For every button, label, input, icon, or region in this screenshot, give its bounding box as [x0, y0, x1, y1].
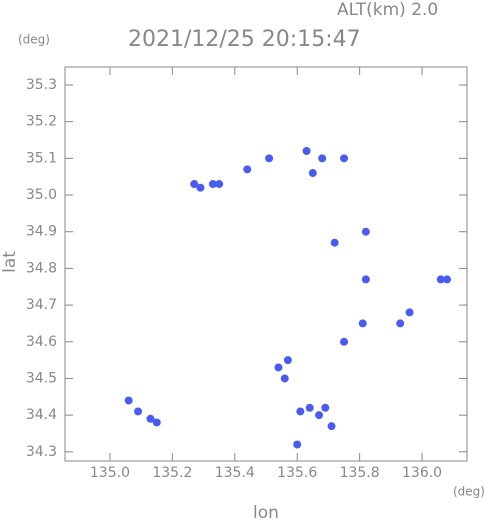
y-tick-label: 34.6 [26, 334, 57, 350]
echo-point [280, 374, 289, 383]
y-tick-label: 34.8 [26, 260, 57, 276]
x-tick-label: 135.2 [152, 465, 192, 481]
echo-point [265, 154, 274, 163]
echo-point [208, 180, 217, 189]
echo-point [305, 403, 314, 412]
plot-frame [64, 66, 468, 462]
echo-point [405, 308, 414, 317]
chart-title: 2021/12/25 20:15:47 [128, 27, 361, 52]
y-tick-label: 35.0 [26, 187, 57, 203]
echo-point [146, 414, 155, 423]
y-tick-label: 35.2 [26, 114, 57, 130]
echo-point [215, 180, 224, 189]
altitude-label: ALT(km) 2.0 [337, 0, 438, 20]
echo-point [308, 169, 317, 178]
echo-point [321, 403, 330, 412]
y-tick-label: 34.9 [26, 224, 57, 240]
y-tick-label: 34.3 [26, 444, 57, 460]
echo-point [293, 440, 302, 449]
echo-point [396, 319, 405, 328]
echo-point [358, 319, 367, 328]
echo-point [340, 154, 349, 163]
y-tick-label: 35.1 [26, 150, 57, 166]
x-tick-label: 135.0 [90, 465, 130, 481]
echo-point [283, 356, 292, 365]
echo-point [330, 238, 339, 247]
y-unit: (deg) [18, 33, 50, 47]
y-tick-label: 35.3 [26, 77, 57, 93]
x-tick-label: 135.8 [340, 465, 380, 481]
y-tick-label: 34.4 [26, 407, 57, 423]
echo-point [274, 363, 283, 372]
x-tick-label: 135.6 [277, 465, 317, 481]
echo-point [296, 407, 305, 416]
echo-point [361, 227, 370, 236]
echo-point [302, 147, 311, 156]
echo-point [152, 418, 161, 427]
echo-point [436, 275, 445, 284]
x-axis-label: lon [253, 503, 279, 521]
y-tick-label: 34.5 [26, 370, 57, 386]
echo-point [340, 337, 349, 346]
echo-point [124, 396, 133, 405]
x-tick-label: 135.4 [215, 465, 255, 481]
echo-point [196, 183, 205, 192]
echo-point [190, 180, 199, 189]
y-axis-label: lat [0, 251, 20, 273]
echo-point [318, 154, 327, 163]
echo-point [243, 165, 252, 174]
y-tick-label: 34.7 [26, 297, 57, 313]
echo-point [361, 275, 370, 284]
echo-point [315, 411, 324, 420]
x-tick-label: 136.0 [402, 465, 442, 481]
x-unit: (deg) [453, 485, 485, 499]
echo-point [443, 275, 452, 284]
echo-point [134, 407, 143, 416]
echo-point [327, 422, 336, 431]
